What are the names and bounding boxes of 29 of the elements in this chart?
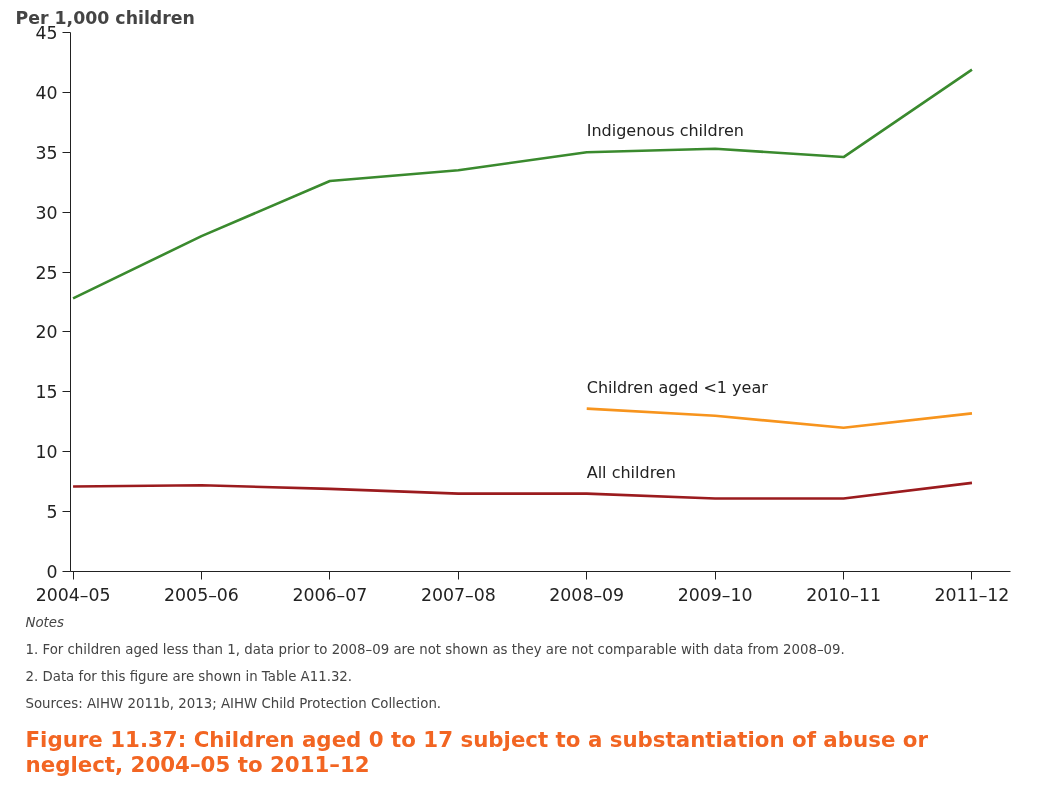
y-tick-label: 45 bbox=[35, 23, 58, 43]
y-tick-label: 30 bbox=[35, 202, 58, 223]
text: Notes bbox=[25, 614, 65, 630]
series-label: Indigenous children bbox=[586, 121, 744, 141]
text: 1. For children aged less than 1, data prior to 2008–09 are not shown as they are not comparable with data from 2008–09. bbox=[25, 641, 845, 657]
series-label: All children bbox=[586, 462, 676, 482]
text: 2. Data for this figure are shown in Table A11.32. bbox=[25, 668, 353, 684]
y-tick-label: 15 bbox=[35, 382, 58, 403]
y-tick-label: 25 bbox=[35, 262, 58, 283]
x-tick-label: 2006–07 bbox=[292, 584, 368, 605]
source-note: Sources: AIHW 2011b, 2013; AIHW Child Protection Collection. bbox=[25, 695, 442, 711]
x-tick-label: 2005–06 bbox=[164, 584, 239, 605]
line-series bbox=[71, 481, 974, 500]
y-tick-label: 20 bbox=[35, 322, 58, 343]
line-series bbox=[71, 68, 974, 300]
line-series bbox=[585, 407, 974, 430]
x-tick-label: 2011–12 bbox=[934, 584, 1010, 605]
x-tick-label: 2007–08 bbox=[420, 584, 496, 605]
y-tick-label: 35 bbox=[35, 142, 58, 163]
y-tick-label: 5 bbox=[46, 502, 58, 523]
series-label: Children aged <1 year bbox=[586, 377, 769, 397]
y-tick-label: 10 bbox=[35, 442, 58, 463]
text: Figure 11.37: Children aged 0 to 17 subject to a substantiation of abuse or neglect, 2004–05 to 2011–12 bbox=[25, 726, 929, 777]
y-tick-label: 0 bbox=[46, 562, 58, 582]
x-tick-label: 2008–09 bbox=[549, 584, 625, 605]
x-tick-label: 2010–11 bbox=[806, 584, 881, 605]
x-tick-label: 2009–10 bbox=[677, 584, 753, 605]
x-tick-label: 2004–05 bbox=[35, 584, 111, 605]
y-tick-label: 40 bbox=[35, 82, 58, 103]
